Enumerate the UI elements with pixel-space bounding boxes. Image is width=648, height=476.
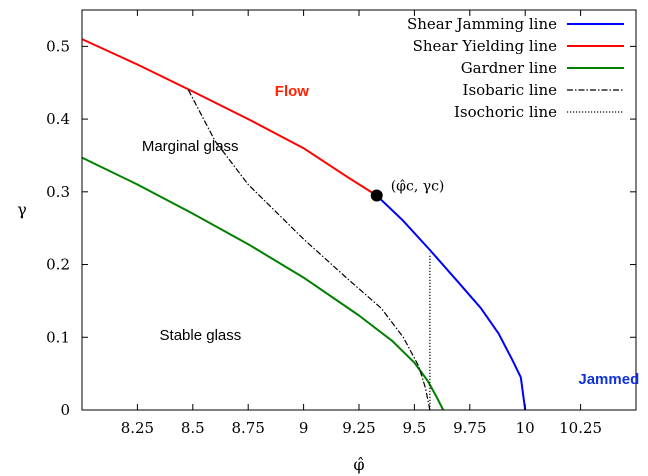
x-tick-label: 9.5 [402,419,426,437]
legend-label: Shear Jamming line [407,15,557,33]
y-tick-label: 0.5 [46,37,70,55]
x-tick-label: 10.25 [559,419,602,437]
legend-label: Shear Yielding line [413,37,557,55]
y-axis-label: γ [17,200,27,219]
x-tick-label: 9.25 [342,419,375,437]
legend: Shear Jamming line Shear Yielding line Gar… [407,15,624,121]
y-tick-label: 0 [60,401,70,419]
annotations: Flow Marginal glass Stable glass Jammed [142,83,639,388]
legend-label: Isochoric line [454,103,557,121]
plot-area: (φ̂c, γc) [81,38,527,411]
x-tick-label: 9 [299,419,309,437]
axes: 8.25 8.5 8.75 9 9.25 9.5 9.75 10 10.25 0 0.1 0.2 0.3… [17,9,637,474]
legend-label: Gardner line [461,59,557,77]
x-tick-label: 8.25 [121,419,154,437]
x-axis-label: φ̂ [353,455,364,474]
region-label-marginal-glass: Marginal glass [142,138,239,155]
x-tick-label: 8.5 [181,419,205,437]
region-label-stable-glass: Stable glass [160,327,242,344]
series-line-isobaric-line [187,89,431,411]
region-label-flow: Flow [275,83,309,100]
y-tick-label: 0.1 [46,328,70,346]
x-tick-label: 9.75 [453,419,486,437]
region-label-jammed: Jammed [578,371,639,388]
x-tick-label: 10 [516,419,535,437]
series-line-shear-jamming-line [376,194,527,411]
legend-label: Isobaric line [463,81,558,99]
series-line-gardner-line [81,156,445,411]
y-tick-label: 0.3 [46,183,70,201]
y-tick-label: 0.4 [46,110,70,128]
series-line-shear-yielding-line [81,38,378,197]
x-tick-label: 8.75 [231,419,264,437]
y-tick-label: 0.2 [46,256,70,274]
critical-point-marker [370,189,383,202]
critical-point-label: (φ̂c, γc) [391,178,445,194]
